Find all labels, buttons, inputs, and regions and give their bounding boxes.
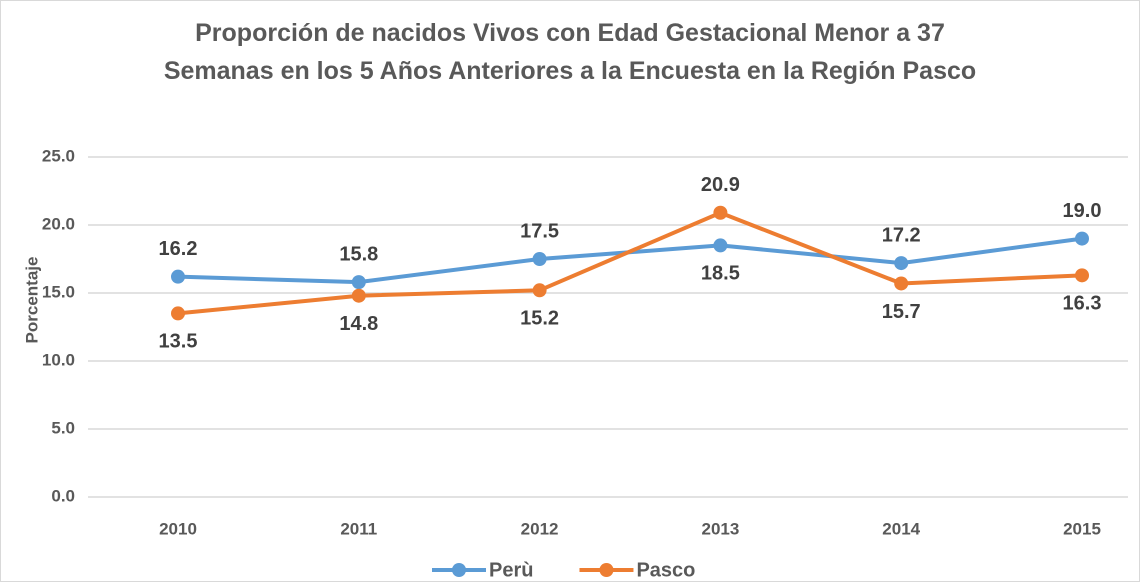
series-line [177, 236, 1083, 285]
legend-marker [599, 563, 614, 577]
data-label: 18.5 [701, 263, 740, 285]
data-point [1075, 268, 1089, 283]
legend-marker [452, 563, 466, 577]
data-label: 15.8 [339, 243, 378, 265]
y-axis-label: Porcentaje [22, 257, 41, 344]
y-tick-label: 5.0 [51, 418, 75, 437]
data-label: 16.2 [159, 238, 198, 260]
y-tick-label: 15.0 [42, 282, 75, 301]
data-point [171, 269, 185, 284]
data-point [713, 205, 728, 220]
data-point [351, 288, 366, 303]
x-tick-label: 2010 [159, 519, 197, 538]
data-label: 14.8 [339, 313, 378, 335]
data-point [713, 238, 728, 253]
legend-label: Perù [489, 559, 533, 581]
y-tick-label: 20.0 [42, 214, 75, 233]
data-point [532, 252, 547, 266]
data-label: 20.9 [701, 174, 740, 196]
data-label: 15.7 [882, 301, 921, 323]
y-tick-label: 0.0 [51, 486, 75, 505]
x-tick-label: 2012 [521, 519, 559, 538]
data-point [532, 283, 547, 298]
data-point [894, 256, 909, 271]
data-point [351, 275, 366, 290]
chart-title: Proporción de nacidos Vivos con Edad Ges… [163, 19, 977, 85]
data-point [894, 276, 909, 291]
data-label: 17.5 [520, 220, 559, 242]
data-label: 17.2 [882, 224, 921, 246]
data-point [1075, 231, 1089, 246]
data-label: 15.2 [520, 308, 559, 330]
x-tick-label: 2014 [882, 519, 920, 538]
data-label: 16.3 [1063, 293, 1102, 315]
x-tick-label: 2015 [1063, 519, 1101, 538]
series-line [177, 210, 1083, 316]
data-point [171, 306, 185, 321]
y-tick-label: 10.0 [42, 350, 75, 369]
x-tick-label: 2011 [340, 519, 377, 538]
data-label: 19.0 [1063, 200, 1102, 222]
legend-label: Pasco [636, 559, 695, 581]
x-tick-label: 2013 [701, 519, 739, 538]
y-tick-label: 25.0 [42, 146, 75, 165]
data-label: 13.5 [159, 331, 198, 353]
